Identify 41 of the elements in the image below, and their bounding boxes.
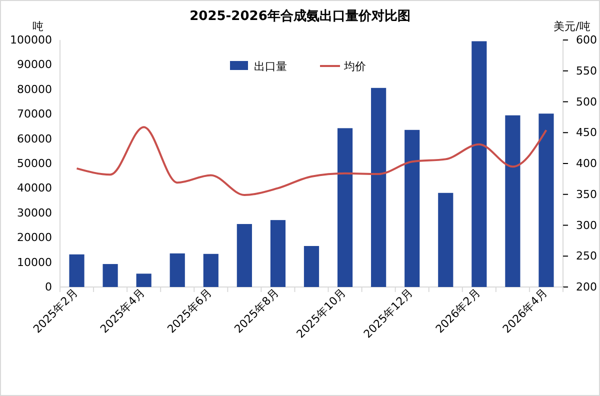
y-tick-label: 70000 — [17, 108, 52, 121]
y2-tick-label: 350 — [576, 188, 597, 201]
y-tick-label: 10000 — [17, 256, 52, 269]
y2-tick-label: 550 — [576, 64, 597, 78]
bar — [438, 192, 454, 287]
y-tick-label: 0 — [45, 280, 52, 294]
bar — [170, 253, 185, 287]
chart-title: 2025-2026年合成氨出口量价对比图 — [190, 8, 410, 24]
bar — [102, 264, 118, 287]
y-tick-label: 40000 — [17, 182, 52, 195]
y-tick-label: 30000 — [17, 206, 52, 220]
legend-label: 出口量 — [254, 60, 287, 73]
y-tick-label: 20000 — [17, 231, 52, 244]
bar — [505, 115, 520, 287]
y-tick-label: 90000 — [17, 58, 52, 72]
y2-tick-label: 400 — [576, 157, 597, 170]
bar — [236, 224, 252, 287]
bar — [538, 114, 554, 287]
y-tick-label: 60000 — [17, 132, 52, 146]
y2-axis-title: 美元/吨 — [554, 20, 590, 33]
bar — [203, 254, 218, 287]
bar — [337, 128, 353, 287]
bar — [304, 246, 320, 287]
legend-label: 均价 — [343, 60, 366, 73]
y2-tick-label: 250 — [576, 250, 597, 263]
y2-tick-label: 200 — [576, 280, 597, 294]
bar — [69, 254, 84, 287]
bar — [270, 220, 286, 287]
y2-tick-label: 600 — [576, 34, 597, 47]
bar — [371, 88, 386, 287]
y-axis-title: 吨 — [32, 20, 44, 33]
y-tick-label: 50000 — [17, 157, 52, 170]
y-tick-label: 100000 — [10, 34, 52, 47]
bar — [472, 41, 487, 287]
y2-tick-label: 450 — [576, 126, 597, 140]
y2-tick-label: 500 — [576, 95, 597, 108]
bar — [136, 274, 152, 287]
y-tick-label: 80000 — [17, 82, 52, 96]
y2-tick-label: 300 — [576, 218, 597, 232]
line-series — [76, 126, 548, 196]
bar — [404, 130, 420, 287]
